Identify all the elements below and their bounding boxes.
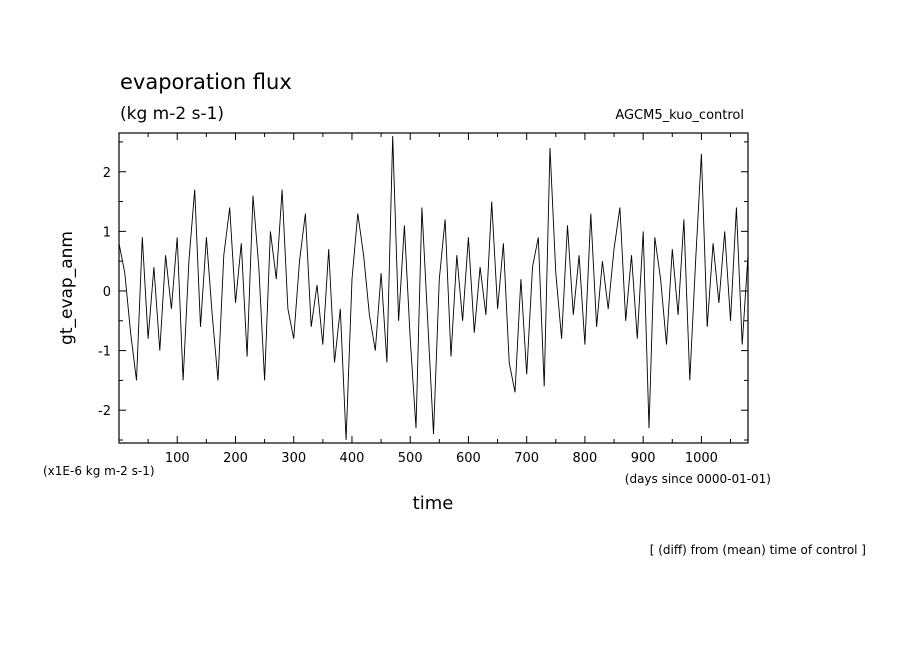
- y-axis-label: gt_evap_anm: [57, 231, 77, 345]
- x-tick-label: 200: [223, 451, 248, 466]
- chart-subtitle: (kg m-2 s-1): [120, 104, 224, 124]
- x-tick-label: 100: [165, 451, 190, 466]
- y-tick-label: -1: [98, 345, 111, 360]
- chart-title: evaporation flux: [120, 70, 292, 94]
- x-axis: 100 200 300 400 500 600 700 800 900 1000: [147, 133, 732, 466]
- x-tick-label: 1000: [685, 451, 718, 466]
- y-axis: -2 -1 0 1 2: [98, 141, 748, 441]
- plot-frame: [118, 132, 749, 444]
- x-tick-label: 700: [514, 451, 539, 466]
- y-axis-units: (x1E-6 kg m-2 s-1): [43, 464, 155, 478]
- x-tick-label: 500: [398, 451, 423, 466]
- x-tick-label: 300: [281, 451, 306, 466]
- x-tick-label: 800: [573, 451, 598, 466]
- y-tick-label: 0: [103, 285, 111, 300]
- plot-area: [118, 135, 749, 441]
- y-tick-label: -2: [98, 404, 111, 419]
- experiment-label: AGCM5_kuo_control: [615, 108, 744, 123]
- x-tick-label: 900: [631, 451, 656, 466]
- y-tick-label: 1: [103, 225, 111, 240]
- footnote: [ (diff) from (mean) time of control ]: [650, 543, 866, 557]
- x-tick-label: 600: [456, 451, 481, 466]
- series-line-0: [118, 135, 749, 441]
- y-tick-label: 2: [103, 166, 111, 181]
- x-tick-label: 400: [340, 451, 365, 466]
- x-axis-label: time: [413, 493, 454, 514]
- x-axis-units: (days since 0000-01-01): [625, 472, 771, 486]
